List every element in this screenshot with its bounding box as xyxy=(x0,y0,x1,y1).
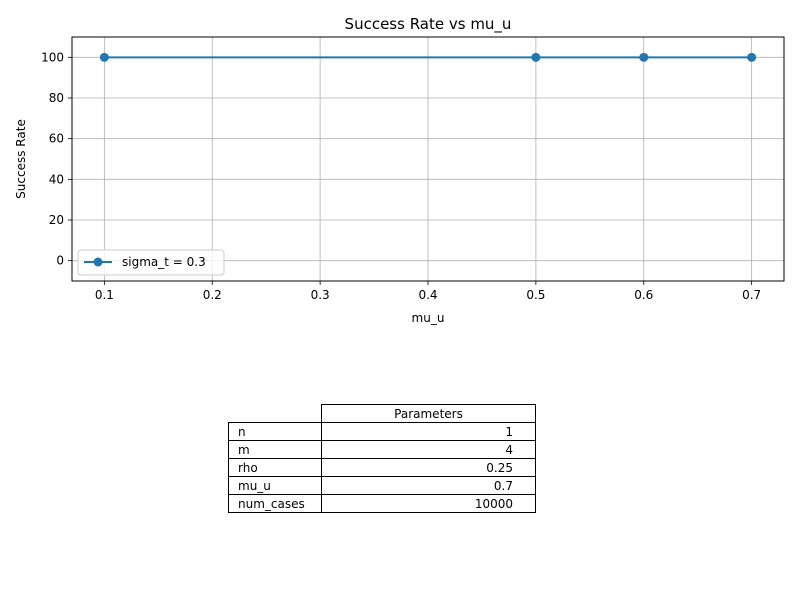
x-tick-label: 0.1 xyxy=(95,288,114,302)
x-axis-ticks: 0.1 0.2 0.3 0.4 0.5 0.6 0.7 xyxy=(95,281,761,302)
table-column-header: Parameters xyxy=(321,404,536,423)
legend-marker-sample xyxy=(93,257,103,267)
y-tick-label: 60 xyxy=(49,132,64,146)
table-cell-value: 0.7 xyxy=(321,476,536,495)
series-layer xyxy=(99,52,757,62)
legend-box xyxy=(77,249,225,276)
grid-lines xyxy=(72,37,784,281)
table-row: n 1 xyxy=(228,422,536,441)
data-point xyxy=(639,52,649,62)
table-cell-value: 10000 xyxy=(321,494,536,513)
table-corner-cell xyxy=(229,405,322,423)
y-axis-title: Success Rate xyxy=(14,119,28,199)
table-row-label: num_cases xyxy=(228,494,322,513)
x-tick-label: 0.2 xyxy=(203,288,222,302)
x-tick-label: 0.6 xyxy=(634,288,653,302)
table-row-label: rho xyxy=(228,458,322,477)
table-row-label: m xyxy=(228,440,322,459)
table-cell-value: 1 xyxy=(321,422,536,441)
legend-label: sigma_t = 0.3 xyxy=(122,255,206,269)
parameters-table: Parameters n 1 m 4 rho 0.25 mu_u 0.7 num… xyxy=(228,404,536,513)
table-row-label: n xyxy=(228,422,322,441)
x-tick-label: 0.5 xyxy=(526,288,545,302)
table-row: rho 0.25 xyxy=(228,458,536,477)
table-cell-value: 4 xyxy=(321,440,536,459)
line-chart: 0.1 0.2 0.3 0.4 0.5 0.6 0.7 0 20 40 60 80 100 Succe… xyxy=(14,15,785,325)
table-row: m 4 xyxy=(228,440,536,459)
table-row-label: mu_u xyxy=(228,476,322,495)
y-axis-ticks: 0 20 40 60 80 100 xyxy=(41,50,72,268)
chart-title: Success Rate vs mu_u xyxy=(345,15,512,34)
y-tick-label: 20 xyxy=(49,213,64,227)
table-row: mu_u 0.7 xyxy=(228,476,536,495)
data-point xyxy=(99,52,109,62)
x-tick-label: 0.4 xyxy=(418,288,437,302)
data-point xyxy=(747,52,757,62)
data-point xyxy=(531,52,541,62)
x-tick-label: 0.7 xyxy=(742,288,761,302)
table-header-row: Parameters xyxy=(229,404,536,423)
x-tick-label: 0.3 xyxy=(311,288,330,302)
y-tick-label: 40 xyxy=(49,172,64,186)
table-row: num_cases 10000 xyxy=(228,494,536,513)
y-tick-label: 0 xyxy=(56,254,64,268)
table-cell-value: 0.25 xyxy=(321,458,536,477)
legend: sigma_t = 0.3 xyxy=(77,249,225,276)
y-tick-label: 100 xyxy=(41,50,64,64)
y-tick-label: 80 xyxy=(49,91,64,105)
x-axis-title: mu_u xyxy=(412,311,445,325)
